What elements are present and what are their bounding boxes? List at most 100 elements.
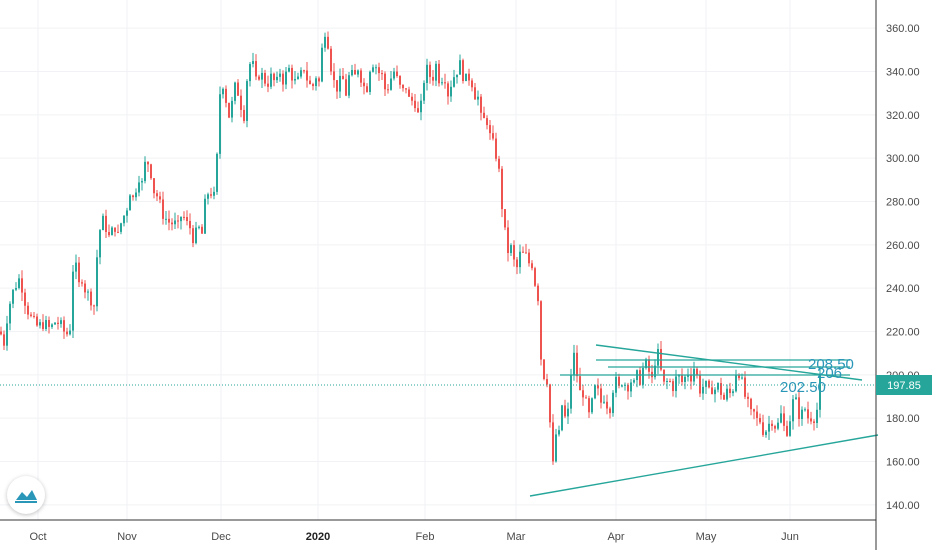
candle-body: [690, 374, 692, 382]
candle-body: [681, 375, 683, 382]
x-tick-label: Mar: [507, 531, 526, 543]
candle-body: [654, 365, 656, 378]
candle-body: [225, 88, 227, 103]
candle-body: [555, 434, 557, 462]
candle-body: [774, 426, 776, 429]
candle-body: [633, 380, 635, 383]
candle-body: [69, 330, 71, 335]
candle-body: [249, 64, 251, 82]
candle-body: [678, 375, 680, 377]
candle-body: [591, 398, 593, 413]
candle-body: [132, 195, 134, 198]
candle-body: [174, 220, 176, 225]
candle-body: [192, 228, 194, 244]
candle-body: [162, 199, 164, 219]
candle-body: [267, 83, 269, 87]
candle-body: [243, 109, 245, 121]
candle-body: [96, 257, 98, 307]
candle-body: [558, 430, 560, 435]
candle-body: [705, 380, 707, 387]
candle-body: [534, 268, 536, 286]
candle-body: [45, 320, 47, 330]
candle-body: [696, 368, 698, 375]
candle-body: [60, 320, 62, 324]
candle-body: [810, 418, 812, 422]
candle-body: [519, 251, 521, 268]
candle-body: [687, 374, 689, 377]
x-axis[interactable]: Oct Nov Dec 2020 Feb Mar Apr May Jun: [29, 531, 798, 543]
support-trendline[interactable]: [529, 434, 879, 497]
candle-body: [762, 422, 764, 435]
candle-body: [789, 421, 791, 436]
candle-body: [645, 359, 647, 369]
candle-body: [348, 75, 350, 96]
candle-body: [729, 388, 731, 394]
candle-body: [372, 67, 374, 72]
candle-body: [108, 231, 110, 236]
candle-body: [420, 100, 422, 113]
candle-body: [597, 385, 599, 389]
candle-body: [9, 303, 11, 324]
candle-body: [657, 349, 659, 366]
candle-body: [279, 73, 281, 77]
annotation-202-50: 202.50: [780, 379, 826, 396]
candle-body: [606, 401, 608, 409]
candle-body: [255, 61, 257, 77]
candle-body: [57, 322, 59, 324]
x-tick-label: 2020: [306, 531, 330, 543]
candle-body: [147, 161, 149, 165]
candle-body: [753, 409, 755, 412]
candle-body: [78, 262, 80, 283]
candle-body: [513, 245, 515, 260]
candle-body: [732, 391, 734, 394]
candle-body: [39, 322, 41, 326]
candle-body: [543, 359, 545, 380]
candle-body: [126, 210, 128, 216]
candle-body: [486, 118, 488, 126]
candle-body: [150, 164, 152, 179]
candle-body: [183, 216, 185, 218]
candle-body: [84, 283, 86, 293]
candle-body: [720, 383, 722, 395]
candle-body: [756, 411, 758, 418]
candle-body: [114, 227, 116, 232]
candle-body: [489, 125, 491, 134]
candle-body: [219, 94, 221, 154]
candle-body: [738, 375, 740, 379]
candle-body: [483, 112, 485, 119]
candle-body: [189, 220, 191, 229]
candle-body: [276, 76, 278, 81]
candle-body: [498, 158, 500, 169]
candle-body: [66, 331, 68, 335]
candle-body: [378, 67, 380, 74]
candle-body: [258, 76, 260, 80]
candle-body: [453, 77, 455, 87]
y-tick-label: 320.00: [886, 110, 920, 122]
candle-body: [540, 301, 542, 360]
candle-body: [117, 231, 119, 233]
candle-body: [663, 369, 665, 382]
candle-body: [702, 386, 704, 394]
tradingview-logo-button[interactable]: [7, 476, 45, 514]
candle-body: [411, 96, 413, 101]
candle-body: [171, 222, 173, 225]
candle-body: [393, 71, 395, 79]
resistance-trendline[interactable]: [595, 344, 863, 381]
candle-body: [201, 226, 203, 234]
candle-body: [240, 95, 242, 110]
candle-body: [741, 377, 743, 379]
candle-body: [522, 251, 524, 253]
candle-body: [351, 69, 353, 76]
candle-body: [780, 413, 782, 423]
candle-body: [447, 83, 449, 97]
candle-body: [813, 421, 815, 423]
candle-body: [495, 138, 497, 159]
y-tick-label: 220.00: [886, 327, 920, 339]
candle-body: [501, 168, 503, 210]
candle-body: [195, 227, 197, 244]
candle-body: [222, 88, 224, 95]
candle-body: [384, 73, 386, 90]
candle-body: [333, 71, 335, 81]
candle-body: [381, 73, 383, 75]
